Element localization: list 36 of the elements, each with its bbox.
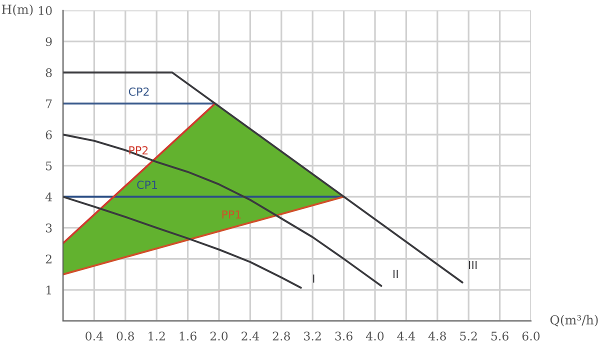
x-tick-label: 0.8 <box>116 332 134 341</box>
line-series <box>63 196 302 289</box>
x-tick-label: 5.6 <box>491 332 508 341</box>
x-axis-title: Q(m³/h) <box>550 314 598 326</box>
series-label: CP2 <box>128 87 149 96</box>
x-tick-label: 2.8 <box>272 332 290 341</box>
x-tick-label: 4.0 <box>366 332 384 341</box>
y-axis-title: H(m) <box>2 4 33 16</box>
y-tick-label: 9 <box>46 37 52 46</box>
y-tick-label: 3 <box>46 224 52 232</box>
x-tick-label: 4.8 <box>428 332 446 341</box>
x-tick-label: 3.2 <box>304 332 321 341</box>
x-tick-label: 1.2 <box>148 332 165 341</box>
x-tick-label: 1.6 <box>180 332 196 341</box>
y-tick-label: 10 <box>39 6 52 16</box>
y-tick-label: 5 <box>46 162 52 170</box>
x-tick-label: 3.6 <box>335 332 352 341</box>
y-tick-label: 4 <box>45 192 52 202</box>
series-label: PP2 <box>129 146 148 154</box>
y-tick-label: 2 <box>46 254 52 264</box>
x-tick-label: 5.2 <box>460 332 477 341</box>
y-tick-label: 7 <box>46 99 52 108</box>
x-tick-label: 4.4 <box>397 332 415 341</box>
line-series <box>63 134 382 287</box>
y-tick-label: 8 <box>46 68 52 78</box>
series-label: II <box>393 270 398 278</box>
series-label: PP1 <box>222 210 241 219</box>
x-tick-label: 6.0 <box>522 332 540 341</box>
series-label: III <box>469 260 477 270</box>
x-tick-label: 2.4 <box>242 332 259 341</box>
x-tick-label: 2.0 <box>210 332 228 341</box>
y-tick-label: 1 <box>46 286 51 294</box>
series-label: I <box>313 274 314 283</box>
series-label: CP1 <box>137 180 157 190</box>
y-tick-label: 6 <box>46 130 52 140</box>
x-tick-label: 0.4 <box>86 332 103 341</box>
